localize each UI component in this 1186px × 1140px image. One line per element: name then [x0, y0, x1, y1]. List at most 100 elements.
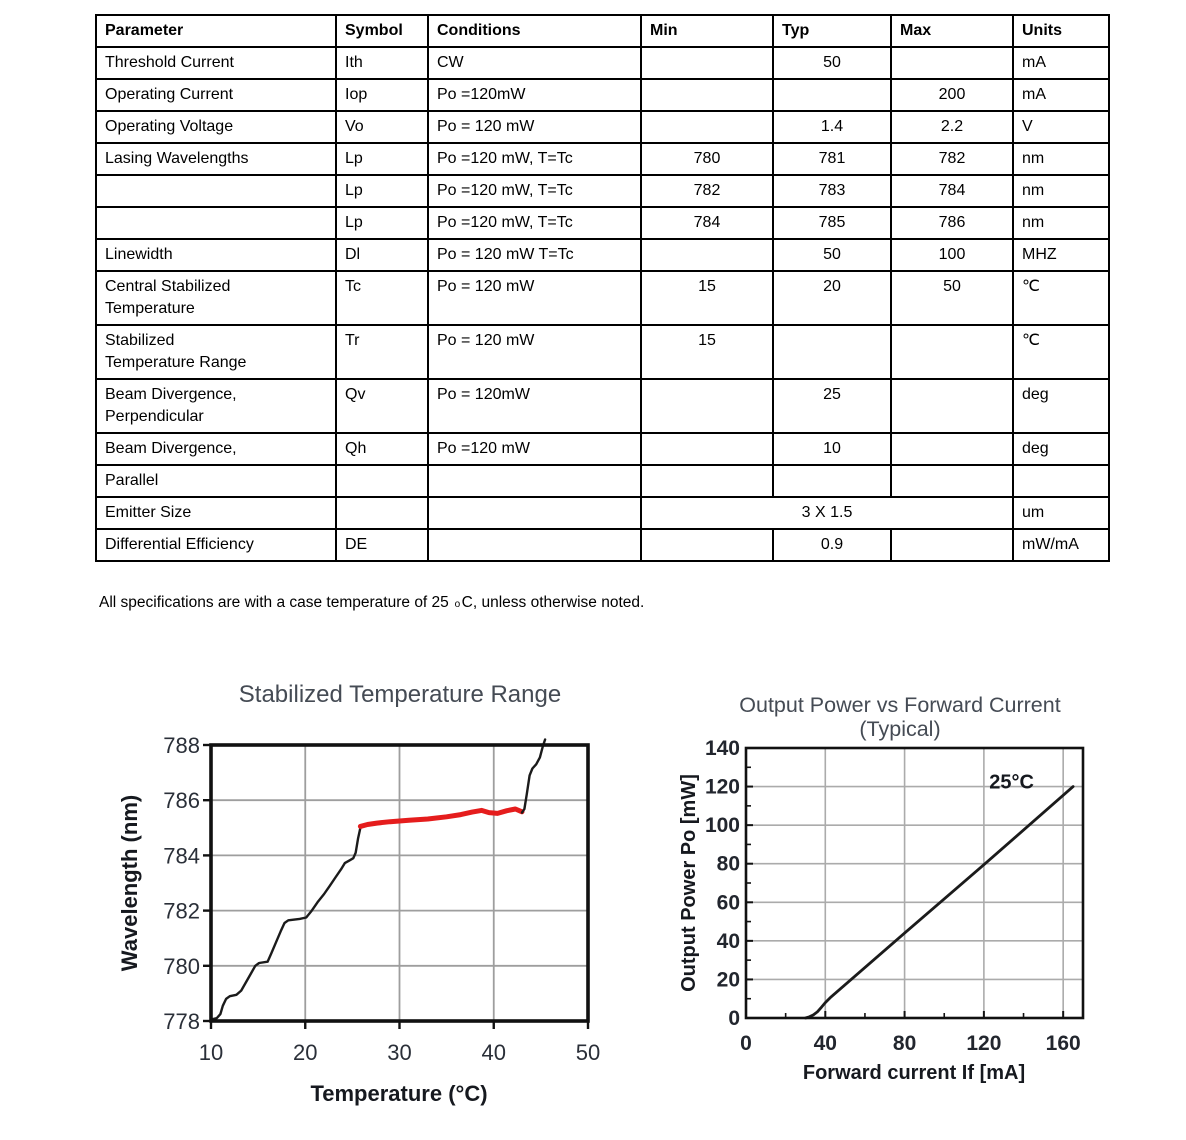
table-row: Beam Divergence, Perpendicular Qv Po = 120…	[95, 378, 1110, 434]
cell-min	[640, 238, 774, 272]
cell-parameter: Emitter Size	[95, 496, 337, 530]
cell-conditions	[427, 464, 642, 498]
y-tick-label: 788	[163, 733, 200, 758]
cell-typ: 785	[772, 206, 892, 240]
x-tick-label: 50	[576, 1040, 600, 1065]
cell-conditions: Po =120 mW, T=Tc	[427, 174, 642, 208]
cell-symbol: Qh	[335, 432, 429, 466]
table-row: Lp Po =120 mW, T=Tc 784 785 786 nm	[95, 206, 1110, 240]
table-row: Parallel	[95, 464, 1110, 498]
cell-min: 784	[640, 206, 774, 240]
cell-parameter: Lasing Wavelengths	[95, 142, 337, 176]
cell-min	[640, 464, 774, 498]
cell-conditions: Po = 120mW	[427, 378, 642, 434]
cell-parameter: Operating Voltage	[95, 110, 337, 144]
cell-units: nm	[1012, 142, 1110, 176]
cell-conditions	[427, 528, 642, 562]
spec-table: Parameter Symbol Conditions Min Typ Max Units …	[95, 14, 1110, 562]
cell-typ: 25	[772, 378, 892, 434]
cell-parameter: Parallel	[95, 464, 337, 498]
x-tick-label: 160	[1046, 1032, 1081, 1055]
cell-units: nm	[1012, 206, 1110, 240]
table-row: Threshold Current Ith CW 50 mA	[95, 46, 1110, 80]
cell-parameter: Beam Divergence,	[95, 432, 337, 466]
cell-parameter: Beam Divergence, Perpendicular	[95, 378, 337, 434]
x-tick-label: 40	[814, 1032, 837, 1055]
cell-units: um	[1012, 496, 1110, 530]
cell-symbol	[335, 496, 429, 530]
table-row: Beam Divergence, Qh Po =120 mW 10 deg	[95, 432, 1110, 466]
y-tick-label: 786	[163, 788, 200, 813]
cell-units: ℃	[1012, 324, 1110, 380]
x-tick-label: 40	[482, 1040, 506, 1065]
cell-min	[640, 432, 774, 466]
y-tick-label: 784	[163, 843, 200, 868]
cell-typ: 783	[772, 174, 892, 208]
cell-typ: 50	[772, 46, 892, 80]
cell-units: deg	[1012, 378, 1110, 434]
cell-min-typ-max-merged: 3 X 1.5	[640, 496, 1014, 530]
cell-conditions: Po = 120 mW	[427, 270, 642, 326]
cell-max: 786	[890, 206, 1014, 240]
cell-symbol: Tr	[335, 324, 429, 380]
spec-note-suffix: C, unless otherwise noted.	[461, 594, 645, 611]
cell-units: mA	[1012, 46, 1110, 80]
cell-conditions: Po = 120 mW T=Tc	[427, 238, 642, 272]
cell-symbol: Dl	[335, 238, 429, 272]
series-po-vs-if-25c	[804, 785, 1075, 1020]
col-header-conditions: Conditions	[427, 14, 642, 48]
cell-min	[640, 78, 774, 112]
cell-min	[640, 528, 774, 562]
temperature-annotation: 25°C	[989, 772, 1034, 794]
y-tick-label: 120	[705, 776, 740, 799]
cell-min: 780	[640, 142, 774, 176]
col-header-max: Max	[890, 14, 1014, 48]
cell-parameter	[95, 206, 337, 240]
x-tick-label: 20	[293, 1040, 317, 1065]
table-row: Linewidth Dl Po = 120 mW T=Tc 50 100 MHZ	[95, 238, 1110, 272]
y-tick-label: 60	[717, 891, 740, 914]
cell-typ: 1.4	[772, 110, 892, 144]
cell-symbol: Tc	[335, 270, 429, 326]
cell-min	[640, 46, 774, 80]
cell-max: 50	[890, 270, 1014, 326]
cell-parameter: Operating Current	[95, 78, 337, 112]
cell-units	[1012, 464, 1110, 498]
y-tick-label: 40	[717, 930, 740, 953]
y-tick-label: 20	[717, 968, 740, 991]
cell-parameter: Threshold Current	[95, 46, 337, 80]
y-tick-label: 778	[163, 1009, 200, 1034]
cell-units: ℃	[1012, 270, 1110, 326]
cell-conditions: Po =120mW	[427, 78, 642, 112]
cell-symbol: Vo	[335, 110, 429, 144]
cell-symbol: DE	[335, 528, 429, 562]
cell-parameter	[95, 174, 337, 208]
cell-conditions: Po = 120 mW	[427, 110, 642, 144]
cell-conditions: Po =120 mW, T=Tc	[427, 206, 642, 240]
y-axis-label: Wavelength (nm)	[117, 795, 142, 971]
cell-typ: 0.9	[772, 528, 892, 562]
cell-symbol	[335, 464, 429, 498]
cell-typ: 50	[772, 238, 892, 272]
cell-parameter: Stabilized Temperature Range	[95, 324, 337, 380]
cell-max	[890, 432, 1014, 466]
col-header-min: Min	[640, 14, 774, 48]
series-stabilized-range-red	[357, 806, 525, 829]
col-header-parameter: Parameter	[95, 14, 337, 48]
table-row: Differential Efficiency DE 0.9 mW/mA	[95, 528, 1110, 562]
x-tick-label: 80	[893, 1032, 916, 1055]
cell-units: MHZ	[1012, 238, 1110, 272]
stabilized-temperature-range-chart: 10 20 30 40 50 778 780 782 784 786 788 Stabilized T…	[117, 681, 600, 1106]
y-tick-label: 782	[163, 899, 200, 924]
cell-units: deg	[1012, 432, 1110, 466]
cell-min	[640, 378, 774, 434]
cell-symbol: Qv	[335, 378, 429, 434]
cell-max: 200	[890, 78, 1014, 112]
x-tick-label: 30	[387, 1040, 411, 1065]
cell-symbol: Iop	[335, 78, 429, 112]
cell-symbol: Lp	[335, 206, 429, 240]
chart-title: Output Power vs Forward Current	[739, 693, 1060, 717]
x-tick-label: 120	[966, 1032, 1001, 1055]
